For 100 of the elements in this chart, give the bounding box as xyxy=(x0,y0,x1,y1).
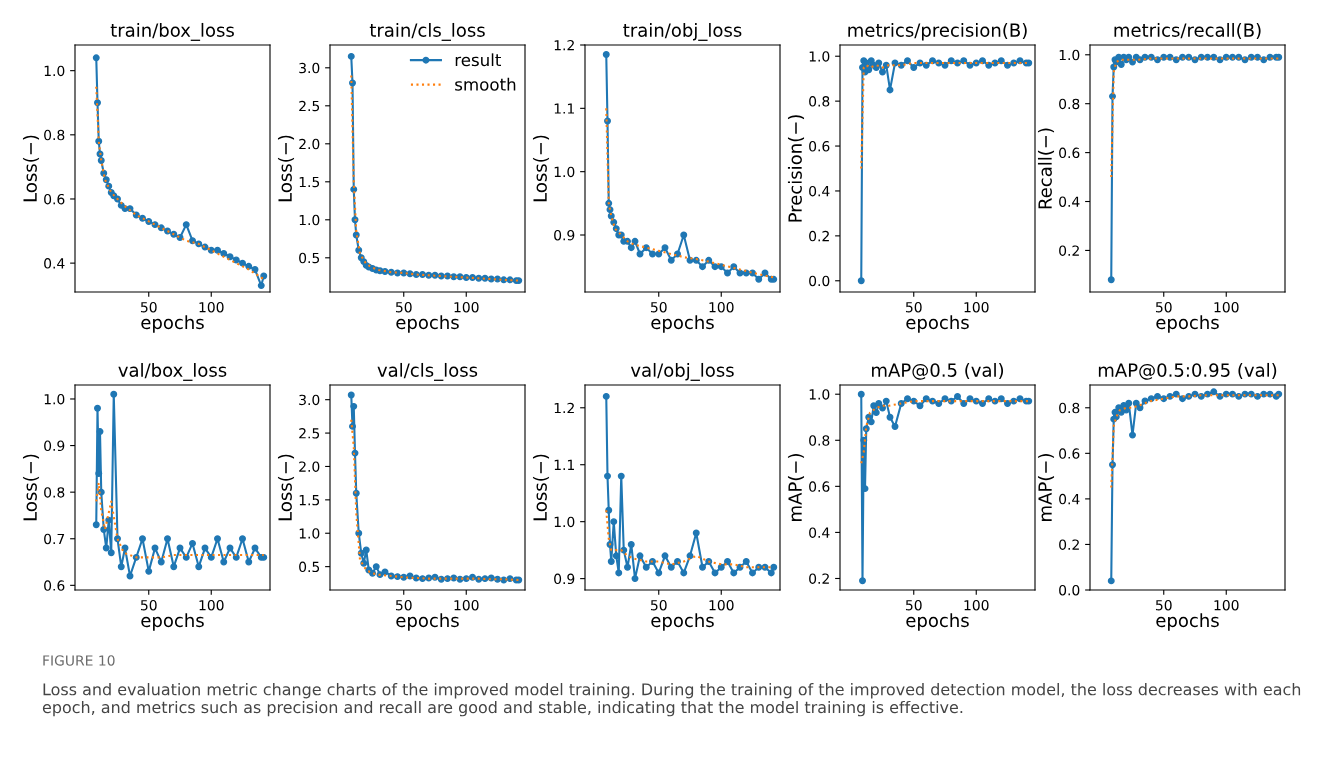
y-tick-label: 0.2 xyxy=(809,230,829,242)
y-axis-title: mAP(−) xyxy=(787,454,805,521)
y-tick-label: 0.8 xyxy=(1059,402,1080,414)
x-axis-title: epochs xyxy=(906,315,969,333)
chart-title: train/obj_loss xyxy=(623,22,742,41)
x-tick-label: 50 xyxy=(650,301,667,313)
y-tick-label: 0.2 xyxy=(809,573,829,584)
x-axis-title: epochs xyxy=(651,613,714,631)
x-tick-label: 50 xyxy=(1155,599,1172,611)
caption: FIGURE 10 xyxy=(43,655,115,666)
y-tick-label: 0.6 xyxy=(809,141,830,152)
y-tick-label: 0.6 xyxy=(44,193,65,205)
y-tick-label: 0.2 xyxy=(1059,539,1079,550)
x-tick-label: 100 xyxy=(454,301,479,313)
y-tick-label: 2.0 xyxy=(299,461,320,472)
x-axis-title: epochs xyxy=(141,613,204,631)
y-tick-label: 0.5 xyxy=(299,561,320,573)
y-tick-label: 1.0 xyxy=(1059,49,1080,61)
chart-title: mAP@0.5:0.95 (val) xyxy=(1098,362,1277,380)
y-tick-label: 0.4 xyxy=(809,185,830,197)
y-tick-label: 2.0 xyxy=(299,138,320,150)
y-tick-label: 1.5 xyxy=(299,495,320,506)
y-tick-label: 0.5 xyxy=(299,252,320,264)
y-tick-label: 1.0 xyxy=(299,528,320,539)
chart-title: metrics/precision(B) xyxy=(848,22,1027,41)
x-tick-label: 50 xyxy=(650,599,667,611)
y-axis-title: mAP(−) xyxy=(1037,454,1055,521)
x-tick-label: 50 xyxy=(905,301,922,313)
y-tick-label: 3.0 xyxy=(299,394,320,406)
y-tick-label: 0.8 xyxy=(44,487,65,498)
y-tick-label: 0.4 xyxy=(1059,196,1080,207)
y-tick-label: 1.1 xyxy=(554,103,574,114)
y-tick-label: 0.6 xyxy=(809,481,830,492)
y-tick-label: 0.0 xyxy=(1059,584,1080,596)
x-tick-label: 100 xyxy=(1214,301,1239,313)
y-axis-title: Loss(−) xyxy=(532,454,550,521)
legend-label: result xyxy=(455,53,501,67)
x-tick-label: 50 xyxy=(140,599,157,611)
chart-title: val/box_loss xyxy=(118,362,227,381)
y-tick-label: 0.6 xyxy=(44,580,65,591)
x-tick-label: 50 xyxy=(140,301,157,313)
text: Loss and evaluation metric change charts of the improved model training. During the training of the improved detection model, the loss decreases with each epoch, and metrics such as precision and recall are good and stable, indicating that the model training is effective. xyxy=(42,683,1301,717)
y-tick-label: 2.5 xyxy=(299,428,320,439)
x-tick-label: 100 xyxy=(709,599,734,611)
y-tick-label: 1.2 xyxy=(554,402,574,414)
x-tick-label: 100 xyxy=(454,599,479,611)
x-tick-label: 100 xyxy=(964,599,989,611)
x-tick-label: 100 xyxy=(1214,599,1239,611)
y-axis-title: Loss(−) xyxy=(277,135,295,202)
y-tick-label: 0.8 xyxy=(44,129,65,141)
chart-title: val/obj_loss xyxy=(630,362,734,381)
y-tick-label: 0.8 xyxy=(809,96,830,107)
y-axis-title: Loss(−) xyxy=(277,454,295,521)
y-axis-title: Precision(−) xyxy=(787,115,805,222)
y-tick-label: 1.0 xyxy=(809,389,830,400)
y-axis-title: Loss(−) xyxy=(22,454,40,521)
y-tick-label: 1.5 xyxy=(299,176,320,188)
chart-title: mAP@0.5 (val) xyxy=(872,362,1004,380)
x-tick-label: 100 xyxy=(199,301,224,313)
x-axis-title: epochs xyxy=(906,613,969,631)
x-tick-label: 50 xyxy=(395,599,412,611)
chart-title: train/box_loss xyxy=(110,22,234,41)
chart-title: train/cls_loss xyxy=(369,22,485,41)
y-axis-title: Loss(−) xyxy=(532,135,550,202)
y-tick-label: 0.8 xyxy=(809,435,830,446)
x-axis-title: epochs xyxy=(396,613,459,631)
y-tick-label: 0.4 xyxy=(1059,493,1080,505)
x-tick-label: 100 xyxy=(964,301,989,313)
x-axis-title: epochs xyxy=(651,315,714,333)
y-tick-label: 2.5 xyxy=(299,100,320,112)
chart-title: val/cls_loss xyxy=(377,362,478,381)
legend-label: smooth xyxy=(455,77,516,91)
x-axis-title: epochs xyxy=(396,315,459,333)
y-tick-label: 0.9 xyxy=(44,440,65,452)
x-tick-label: 50 xyxy=(395,301,412,313)
x-tick-label: 100 xyxy=(709,301,734,313)
x-tick-label: 50 xyxy=(905,599,922,611)
y-tick-label: 1.0 xyxy=(44,393,65,405)
y-tick-label: 0.9 xyxy=(554,229,575,241)
y-tick-label: 0.8 xyxy=(1059,98,1080,110)
x-axis-title: epochs xyxy=(141,315,204,333)
y-tick-label: 0.7 xyxy=(44,533,65,545)
y-axis-title: Recall(−) xyxy=(1037,128,1055,209)
y-tick-label: 0.6 xyxy=(1059,448,1080,459)
y-tick-label: 0.0 xyxy=(809,275,830,287)
y-tick-label: 1.0 xyxy=(554,166,575,178)
y-tick-label: 1.2 xyxy=(554,39,574,51)
y-tick-label: 3.0 xyxy=(299,62,320,74)
y-tick-label: 0.4 xyxy=(44,258,65,269)
chart-title: metrics/recall(B) xyxy=(1114,22,1261,40)
y-tick-label: 1.0 xyxy=(809,51,830,62)
y-tick-label: 1.1 xyxy=(554,459,574,470)
y-tick-label: 0.2 xyxy=(1059,245,1079,256)
y-tick-label: 0.6 xyxy=(1059,147,1080,159)
x-axis-title: epochs xyxy=(1156,315,1219,333)
y-tick-label: 1.0 xyxy=(554,516,575,528)
x-tick-label: 50 xyxy=(1155,301,1172,313)
x-tick-label: 100 xyxy=(199,599,224,611)
x-axis-title: epochs xyxy=(1156,613,1219,631)
y-tick-label: 0.4 xyxy=(809,527,830,538)
